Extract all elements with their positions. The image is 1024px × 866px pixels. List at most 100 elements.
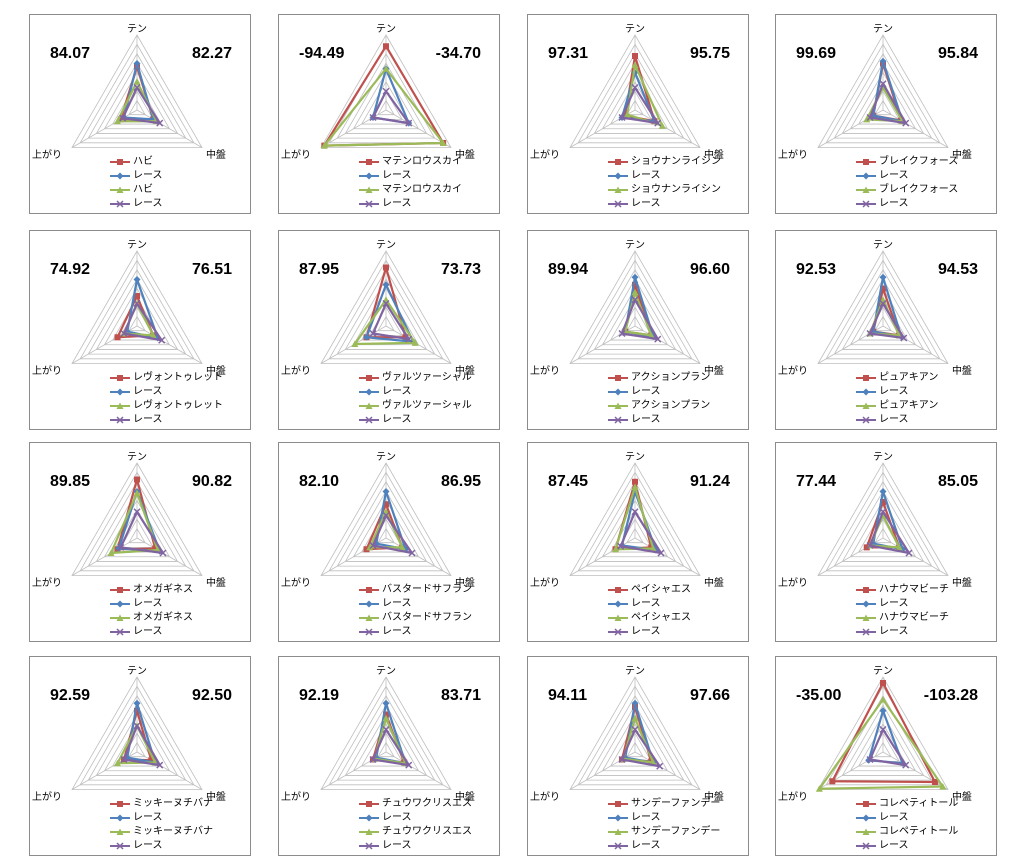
radar-gridline	[79, 685, 195, 786]
radar-gridline	[833, 480, 933, 567]
radar-series-point	[617, 542, 625, 550]
radar-series-point	[632, 281, 638, 288]
chart-legend: ヴァルツァーシャル レース ヴァルツァーシャル レース	[359, 371, 472, 427]
axis-label-chuban: 中盤	[703, 149, 724, 161]
radar-series-point	[631, 273, 639, 281]
legend-item: ハビ	[110, 155, 163, 169]
radar-series-point	[895, 543, 903, 551]
radar-gridline	[87, 52, 187, 139]
legend-swatch	[359, 600, 379, 608]
radar-chart-panel: -94.49 -34.70 テン 中盤 上がり マテンロウスカイ レース マテンロウスカイ レー…	[278, 14, 500, 214]
legend-swatch	[856, 828, 876, 835]
score-right: 95.75	[689, 45, 730, 62]
radar-gridline	[128, 99, 146, 116]
legend-label: レヴォントゥレット	[133, 400, 223, 411]
legend-label: レース	[382, 812, 412, 823]
chart-legend: ハビ レース ハビ レース	[110, 155, 163, 211]
radar-plot	[71, 250, 203, 364]
legend-label: レース	[879, 386, 909, 397]
legend-label: チュウワクリスエス	[382, 798, 472, 809]
radar-gridline	[352, 71, 420, 130]
score-right: 95.84	[937, 45, 978, 62]
radar-series-point	[879, 508, 887, 516]
legend-label: ブレイクフォース	[879, 184, 959, 195]
legend-swatch-marker	[365, 388, 373, 396]
radar-gridline	[817, 462, 949, 576]
legend-swatch	[856, 614, 876, 621]
radar-gridline	[128, 527, 146, 544]
legend-swatch-marker	[365, 416, 373, 424]
chart-legend: コレペティトール レース コレペティトール レース	[856, 797, 958, 853]
axis-label-ten: テン	[127, 24, 147, 35]
radar-gridline	[377, 99, 395, 116]
radar-series-point	[900, 334, 908, 342]
radar-series-line	[371, 90, 410, 125]
legend-swatch	[359, 172, 379, 180]
radar-gridline	[841, 278, 925, 350]
legend-swatch-marker	[862, 614, 870, 621]
radar-series-point	[133, 276, 141, 283]
radar-series-point	[902, 119, 910, 127]
radar-axis-line	[385, 751, 452, 790]
radar-gridline	[320, 34, 452, 148]
legend-item: マテンロウスカイ	[359, 155, 462, 169]
legend-swatch-marker	[366, 801, 372, 807]
legend-item: レース	[110, 385, 223, 399]
radar-gridline	[328, 471, 444, 572]
legend-label: レース	[879, 198, 909, 209]
legend-label: ハナウマビーチ	[879, 584, 949, 595]
radar-gridline	[585, 480, 685, 567]
legend-swatch-marker	[862, 172, 870, 180]
radar-series-point	[383, 43, 389, 50]
legend-swatch-marker	[365, 828, 373, 835]
legend-swatch-marker	[614, 600, 622, 608]
legend-item: ミッキーヌチバナ	[110, 797, 213, 811]
radar-chart-panel: 89.94 96.60 テン 中盤 上がり アクションプラン レース アクションプラン レース	[527, 230, 749, 430]
score-right: -34.70	[435, 45, 481, 62]
legend-swatch-marker	[116, 628, 124, 636]
radar-gridline	[585, 52, 685, 139]
radar-series-point	[866, 755, 874, 764]
radar-chart-panel: 92.53 94.53 テン 中盤 上がり ピュアキアン レース ピュアキアン レース	[775, 230, 997, 430]
legend-label: レース	[133, 170, 163, 181]
legend-item: ペイシャエス	[608, 611, 691, 625]
radar-series-line	[122, 302, 163, 342]
legend-swatch	[110, 828, 130, 835]
radar-series-point	[134, 476, 140, 483]
legend-item: レース	[359, 811, 472, 825]
radar-series-point	[114, 759, 122, 767]
legend-item: レース	[856, 169, 958, 183]
legend-swatch	[608, 614, 628, 621]
legend-label: ハビ	[133, 184, 153, 195]
legend-swatch-marker	[614, 828, 622, 835]
legend-swatch	[110, 186, 130, 193]
legend-swatch	[856, 814, 876, 822]
radar-chart-panel: 84.07 82.27 テン 中盤 上がり ハビ レース ハビ レース	[29, 14, 251, 214]
axis-label-agari: 上がり	[530, 149, 561, 161]
legend-label: レース	[879, 840, 909, 851]
legend-swatch	[359, 587, 379, 593]
radar-series-point	[631, 508, 639, 516]
radar-axis-line	[882, 325, 949, 364]
legend-swatch	[856, 159, 876, 165]
radar-series-point	[815, 785, 823, 792]
chart-legend: オメガギネス レース オメガギネス レース	[110, 583, 193, 639]
radar-series-point	[405, 761, 413, 769]
radar-plot	[569, 34, 701, 148]
radar-series-point	[612, 545, 620, 553]
legend-swatch-marker	[614, 628, 622, 636]
radar-gridline	[841, 490, 925, 562]
legend-label: ブレイクフォース	[879, 156, 959, 167]
legend-swatch	[110, 814, 130, 822]
radar-series-point	[382, 87, 390, 95]
radar-series-point	[156, 761, 164, 769]
radar-series-point	[880, 680, 886, 686]
legend-swatch-marker	[116, 186, 124, 193]
legend-swatch-marker	[863, 587, 869, 593]
legend-swatch-marker	[862, 402, 870, 409]
radar-gridline	[344, 278, 428, 350]
radar-chart-panel: 92.59 92.50 テン 中盤 上がり ミッキーヌチバナ レース ミッキーヌチバナ レース	[29, 656, 251, 856]
legend-swatch	[359, 614, 379, 621]
axis-label-agari: 上がり	[530, 365, 561, 377]
legend-item: ピュアキアン	[856, 399, 938, 413]
